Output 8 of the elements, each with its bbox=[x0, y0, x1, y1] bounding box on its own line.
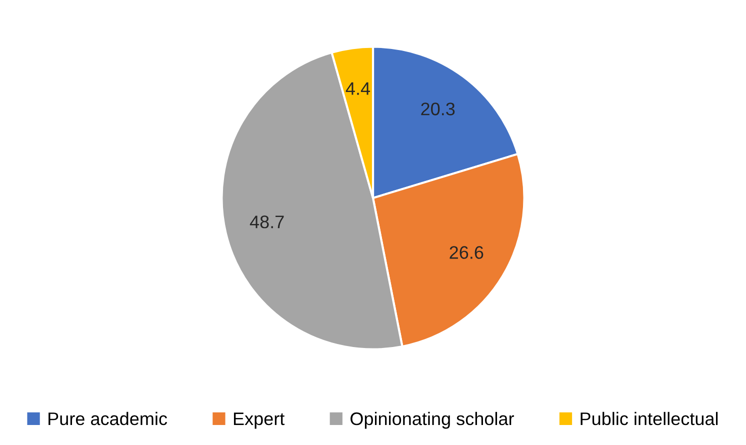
legend-label: Pure academic bbox=[48, 412, 168, 426]
data-label: 4.4 bbox=[346, 82, 370, 95]
data-label: 26.6 bbox=[450, 246, 484, 259]
data-label: 20.3 bbox=[421, 102, 455, 116]
data-label: 48.7 bbox=[250, 216, 284, 228]
legend-label: Public intellectual bbox=[580, 412, 718, 426]
legend-label: Expert bbox=[234, 412, 285, 429]
legend-label: Opinionating scholar bbox=[350, 412, 514, 429]
